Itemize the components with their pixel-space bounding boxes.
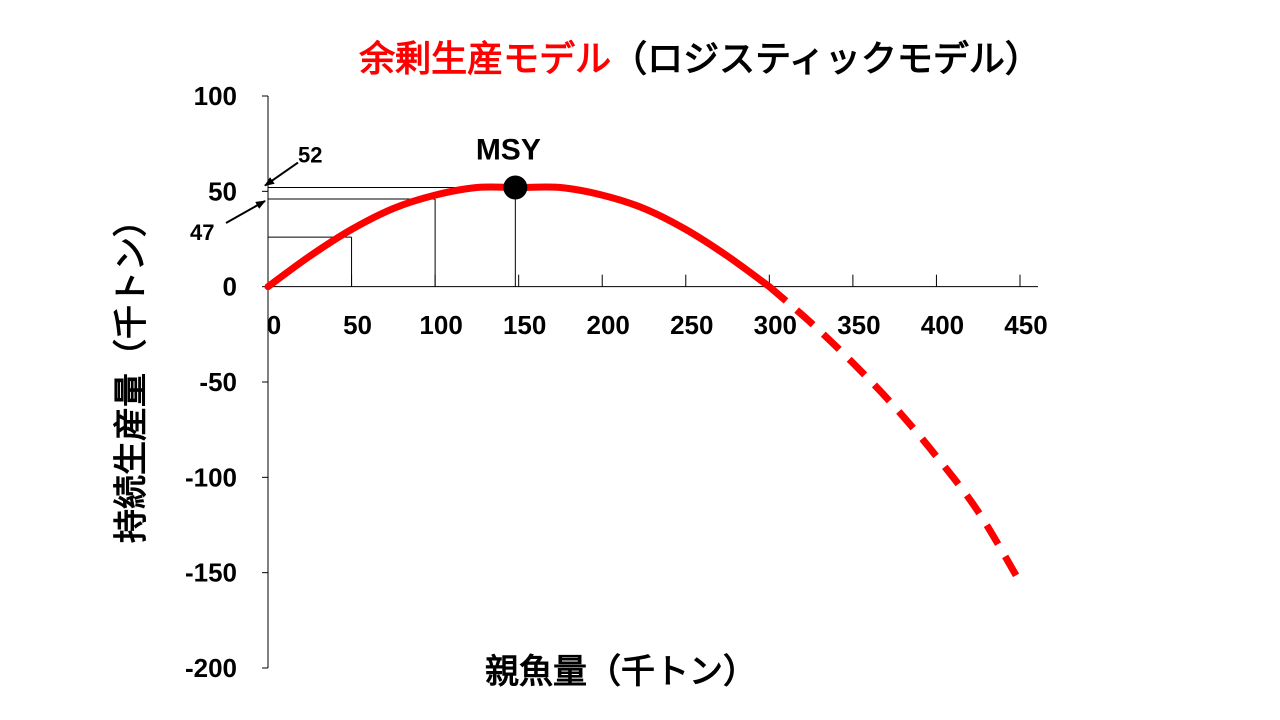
x-tick-label: 100 bbox=[419, 310, 462, 340]
x-tick-label: 350 bbox=[837, 310, 880, 340]
x-tick-label: 450 bbox=[1004, 310, 1047, 340]
y-tick-label: -100 bbox=[185, 462, 237, 492]
x-axis-label: 親魚量（千トン） bbox=[485, 652, 757, 692]
chart-title-sub: （ロジスティックモデル） bbox=[611, 39, 1041, 80]
x-tick-label: 250 bbox=[670, 310, 713, 340]
y-tick-label: 100 bbox=[194, 81, 237, 111]
annotation-label-52: 52 bbox=[298, 143, 322, 168]
msy-label: MSY bbox=[476, 134, 541, 167]
x-tick-label: 400 bbox=[921, 310, 964, 340]
x-tick-label: 50 bbox=[343, 310, 372, 340]
chart-title-main: 余剰生産モデル bbox=[359, 39, 612, 80]
series-curve-solid bbox=[264, 183, 773, 291]
annotation-arrow-52 bbox=[264, 161, 299, 187]
y-tick-label: -200 bbox=[185, 653, 237, 683]
x-tick-label: 300 bbox=[754, 310, 797, 340]
y-tick-label: 0 bbox=[223, 272, 237, 302]
annotation-label-47: 47 bbox=[190, 220, 214, 245]
x-tick-label: 0 bbox=[267, 310, 281, 340]
x-tick-label: 200 bbox=[587, 310, 630, 340]
y-tick-label: 50 bbox=[208, 176, 237, 206]
chart-title: 余剰生産モデル（ロジスティックモデル） bbox=[0, 30, 1280, 82]
annotation-arrow-47 bbox=[225, 200, 266, 224]
x-tick-label: 150 bbox=[503, 310, 546, 340]
y-tick-label: -150 bbox=[185, 558, 237, 588]
msy-point bbox=[503, 175, 528, 200]
y-tick-label: -50 bbox=[199, 367, 237, 397]
series-curve-dashed bbox=[767, 284, 1024, 584]
